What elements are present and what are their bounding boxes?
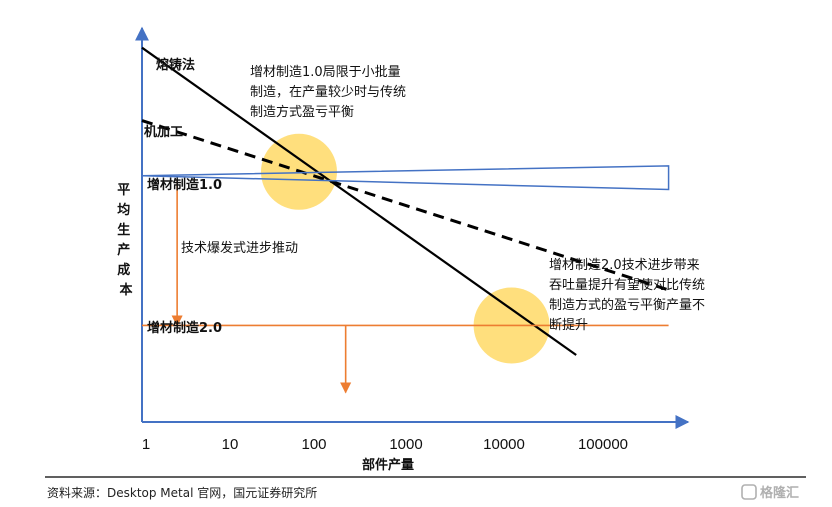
annotation-am1-line2: 制造，在产量较少时与传统: [250, 85, 406, 100]
x-tick-label: 100: [301, 436, 326, 453]
x-tick-label: 10: [222, 436, 239, 453]
series-layer: [141, 46, 670, 356]
annotation-am2-line2: 吞吐量提升有望使对比传统: [549, 277, 705, 293]
annotation-am2-line4: 断提升: [549, 317, 588, 333]
series-casting-line: [141, 46, 577, 356]
source-text: 资料来源：Desktop Metal 官网，国元证券研究所: [47, 485, 317, 500]
x-tick-label: 1: [142, 436, 150, 453]
watermark-icon: [741, 484, 757, 500]
series-label-casting: 熔铸法: [156, 57, 195, 73]
annotation-am2-line1: 增材制造2.0技术进步带来: [549, 258, 700, 273]
series-am1-wedge: [141, 165, 670, 191]
annotation-progress: 技术爆发式进步推动: [181, 240, 298, 256]
annotation-am2-line3: 制造方式的盈亏平衡产量不: [549, 297, 705, 313]
x-tick-label: 10000: [483, 436, 525, 453]
series-label-am1: 增材制造1.0: [147, 177, 222, 193]
x-tick-label: 1000: [389, 436, 422, 453]
series-machining-line: [141, 119, 670, 292]
watermark: 格隆汇: [741, 484, 799, 501]
series-label-machining: 机加工: [144, 124, 183, 140]
arrow-layer: [171, 179, 352, 394]
watermark-text: 格隆汇: [760, 485, 799, 501]
x-tick-label: 100000: [578, 436, 628, 453]
series-label-am2: 增材制造2.0: [147, 320, 222, 336]
annotation-am1-line1: 增材制造1.0局限于小批量: [250, 65, 401, 80]
y-axis-label: 平 均 生 产 成 本: [117, 183, 135, 298]
x-axis-label: 部件产量: [362, 457, 414, 473]
annotation-am1-line3: 制造方式盈亏平衡: [250, 104, 354, 120]
